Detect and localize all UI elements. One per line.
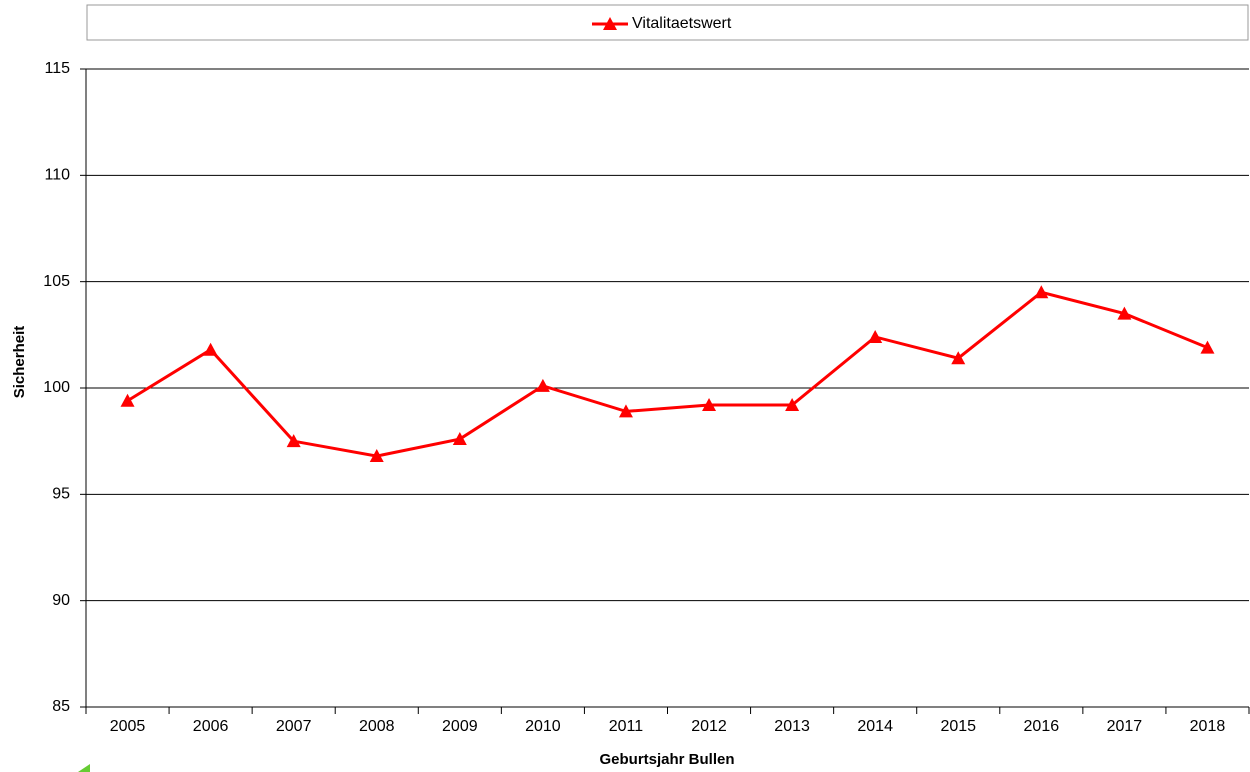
- point-marker: [951, 351, 966, 365]
- legend-box: [86, 4, 1249, 41]
- point-marker: [1117, 306, 1132, 320]
- point-marker: [535, 378, 550, 392]
- x-tick-label: 2012: [691, 718, 727, 735]
- y-tick-label: 110: [44, 167, 70, 184]
- x-tick-label: 2009: [442, 718, 478, 735]
- y-tick-label: 105: [43, 273, 70, 290]
- series-line: [126, 290, 1209, 458]
- y-axis-label: Sicherheit: [11, 326, 28, 399]
- point-marker: [286, 434, 301, 448]
- x-axis-label: Geburtsjahr Bullen: [599, 751, 734, 768]
- point-marker: [785, 398, 800, 412]
- x-tick-label: 2007: [276, 718, 312, 735]
- x-tick-label: 2015: [940, 718, 976, 735]
- x-tick-label: 2008: [359, 718, 395, 735]
- corner-mark: [78, 764, 90, 772]
- point-marker: [120, 393, 135, 407]
- x-tick-label: 2017: [1107, 718, 1143, 735]
- x-tick-label: 2014: [857, 718, 893, 735]
- point-marker: [1034, 285, 1049, 299]
- point-marker: [452, 432, 467, 446]
- x-tick-label: 2016: [1024, 718, 1060, 735]
- point-marker: [868, 329, 883, 343]
- x-tick-label: 2005: [110, 718, 146, 735]
- y-tick-label: 100: [43, 379, 70, 396]
- y-tick-label: 115: [44, 60, 70, 77]
- point-marker: [369, 449, 384, 463]
- x-tick-label: 2013: [774, 718, 810, 735]
- point-marker: [618, 404, 633, 418]
- y-tick-label: 95: [52, 486, 70, 503]
- x-tick-label: 2018: [1190, 718, 1226, 735]
- legend-label: Vitalitaetswert: [632, 15, 732, 32]
- x-tick-label: 2011: [609, 718, 644, 735]
- y-tick-label: 90: [52, 592, 70, 609]
- x-tick-label: 2010: [525, 718, 561, 735]
- point-marker: [702, 398, 717, 412]
- x-tick-label: 2006: [193, 718, 229, 735]
- point-marker: [203, 342, 218, 356]
- point-marker: [1200, 340, 1215, 354]
- y-tick-label: 85: [52, 698, 70, 715]
- legend-marker: [603, 17, 617, 30]
